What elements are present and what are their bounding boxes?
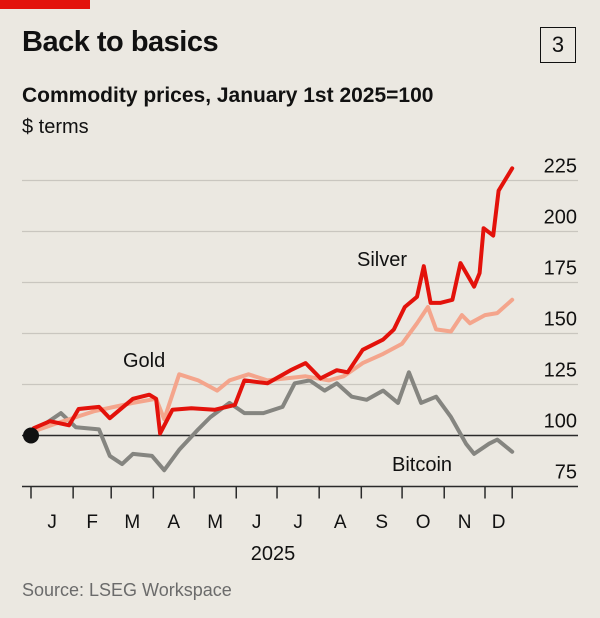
series-line-gold xyxy=(29,297,515,438)
series-label-gold: Gold xyxy=(123,350,165,372)
start-point-marker xyxy=(23,427,39,444)
y-tick-label: 75 xyxy=(555,462,577,484)
y-tick-label: 100 xyxy=(544,411,577,433)
x-tick-label: S xyxy=(375,512,388,533)
y-tick-label: 225 xyxy=(544,156,577,178)
y-tick-label: 150 xyxy=(544,309,577,331)
chart-subtitle: Commodity prices, January 1st 2025=100 xyxy=(22,84,434,107)
x-tick-label: M xyxy=(207,512,223,533)
x-tick-label: A xyxy=(334,512,347,533)
x-tick-label: D xyxy=(492,512,506,533)
y-tick-label: 125 xyxy=(544,360,577,382)
x-axis-year-label: 2025 xyxy=(251,543,296,565)
x-tick-label: F xyxy=(86,512,98,533)
series-line-silver xyxy=(29,166,515,438)
y-tick-label: 175 xyxy=(544,258,577,280)
x-tick-label: M xyxy=(124,512,140,533)
x-tick-label: J xyxy=(293,512,303,533)
brand-red-bar xyxy=(0,0,90,9)
source-note: Source: LSEG Workspace xyxy=(22,580,232,600)
x-tick-label: A xyxy=(167,512,180,533)
series-label-bitcoin: Bitcoin xyxy=(392,454,452,476)
x-tick-label: J xyxy=(252,512,262,533)
chart-title: Back to basics xyxy=(22,26,219,58)
x-tick-label: J xyxy=(47,512,57,533)
x-tick-label: O xyxy=(416,512,431,533)
series-line-bitcoin xyxy=(29,370,515,473)
series-label-silver: Silver xyxy=(357,249,407,271)
x-tick-label: N xyxy=(458,512,472,533)
y-tick-label: 200 xyxy=(544,207,577,229)
chart-number-badge: 3 xyxy=(540,27,576,63)
unit-label: $ terms xyxy=(22,116,89,138)
